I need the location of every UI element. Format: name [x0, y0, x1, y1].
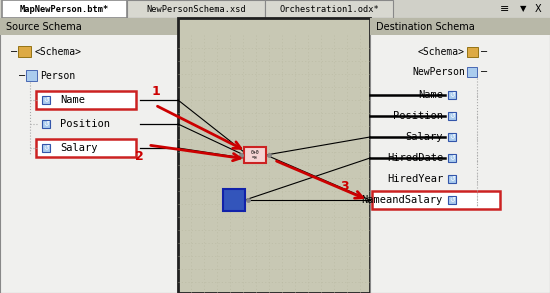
- Text: <Schema>: <Schema>: [418, 47, 465, 57]
- Text: NewPerson: NewPerson: [412, 67, 465, 77]
- Bar: [448, 154, 456, 162]
- Bar: [36, 139, 136, 157]
- Text: 3: 3: [340, 180, 349, 193]
- Text: ↺: ↺: [449, 92, 455, 98]
- Text: ≡: ≡: [500, 4, 509, 14]
- Bar: [2, 0, 127, 18]
- Bar: [42, 96, 50, 104]
- Text: HiredYear: HiredYear: [387, 174, 443, 184]
- Bar: [265, 0, 393, 18]
- Bar: [26, 70, 37, 81]
- Bar: [370, 18, 550, 293]
- Text: Destination Schema: Destination Schema: [376, 21, 475, 32]
- Bar: [0, 18, 178, 35]
- Text: Person: Person: [40, 71, 75, 81]
- Text: ↺: ↺: [449, 197, 455, 203]
- Text: −: −: [18, 71, 26, 81]
- Bar: [372, 191, 500, 209]
- Text: Salary: Salary: [405, 132, 443, 142]
- Bar: [0, 18, 178, 293]
- Bar: [467, 47, 478, 57]
- Bar: [448, 196, 456, 204]
- Bar: [42, 144, 50, 152]
- Bar: [236, 192, 239, 195]
- Text: Name: Name: [60, 95, 85, 105]
- Bar: [448, 112, 456, 120]
- Bar: [0, 0, 550, 18]
- Bar: [18, 46, 31, 57]
- Text: X: X: [535, 4, 542, 14]
- Text: 1: 1: [152, 85, 161, 98]
- Bar: [231, 202, 234, 205]
- Bar: [226, 202, 229, 205]
- Text: Orchestration1.odx*: Orchestration1.odx*: [279, 4, 379, 13]
- Bar: [236, 197, 239, 200]
- Text: −: −: [480, 47, 488, 57]
- Bar: [231, 192, 234, 195]
- Bar: [42, 120, 50, 128]
- Bar: [226, 192, 229, 195]
- Text: ↺: ↺: [449, 176, 455, 182]
- Text: Position: Position: [60, 119, 110, 129]
- Text: MapNewPerson.btm*: MapNewPerson.btm*: [20, 4, 109, 13]
- Bar: [467, 67, 477, 77]
- Text: −: −: [480, 67, 488, 77]
- Bar: [448, 175, 456, 183]
- Text: ▼: ▼: [520, 4, 526, 13]
- Text: 2: 2: [135, 150, 144, 163]
- Text: <Schema>: <Schema>: [35, 47, 82, 57]
- Bar: [36, 91, 136, 109]
- Text: ↺: ↺: [449, 134, 455, 140]
- Bar: [244, 147, 266, 163]
- Text: Salary: Salary: [60, 143, 97, 153]
- Text: NewPersonSchema.xsd: NewPersonSchema.xsd: [146, 4, 246, 13]
- Text: ↺: ↺: [43, 97, 49, 103]
- Text: NameandSalary: NameandSalary: [362, 195, 443, 205]
- Text: −: −: [10, 47, 18, 57]
- Bar: [231, 197, 234, 200]
- Bar: [226, 197, 229, 200]
- Text: Name: Name: [418, 90, 443, 100]
- Text: Source Schema: Source Schema: [6, 21, 82, 32]
- Bar: [223, 189, 245, 211]
- Bar: [370, 18, 550, 35]
- Bar: [448, 133, 456, 141]
- Bar: [127, 0, 265, 18]
- Bar: [448, 91, 456, 99]
- Text: =∞: =∞: [252, 156, 258, 161]
- Bar: [178, 18, 370, 293]
- Text: 0+0: 0+0: [251, 151, 259, 156]
- Text: HiredDate: HiredDate: [387, 153, 443, 163]
- Text: Position: Position: [393, 111, 443, 121]
- Bar: [236, 202, 239, 205]
- Text: ↺: ↺: [43, 121, 49, 127]
- Text: ↺: ↺: [43, 145, 49, 151]
- Text: ↺: ↺: [449, 113, 455, 119]
- Text: ↺: ↺: [449, 155, 455, 161]
